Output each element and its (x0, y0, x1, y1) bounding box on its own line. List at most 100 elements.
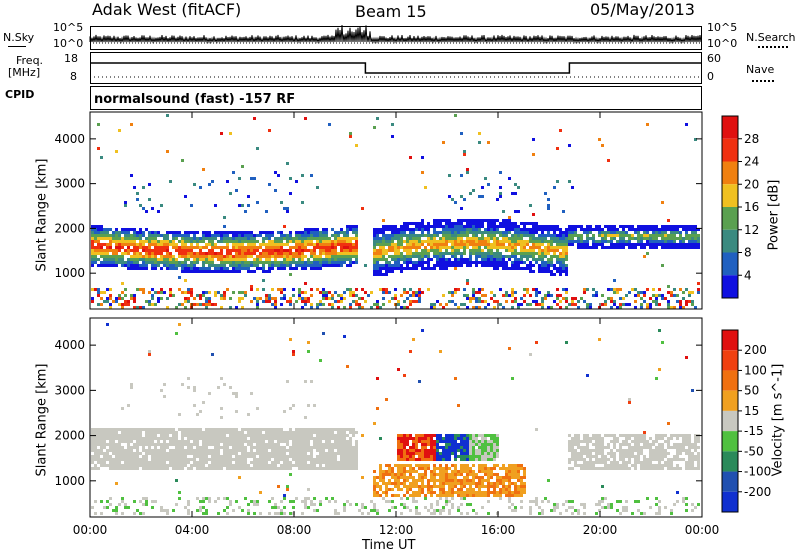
power-cell (298, 249, 301, 252)
power-cell (160, 258, 163, 261)
power-cell (547, 234, 550, 237)
velocity-cell (130, 386, 133, 389)
power-cell (100, 249, 103, 252)
velocity-cell (490, 485, 493, 488)
velocity-cell (457, 482, 460, 485)
velocity-cell (175, 467, 178, 470)
velocity-cell (193, 431, 196, 434)
power-cell (211, 264, 214, 267)
power-cell (388, 228, 391, 231)
power-cell (532, 240, 535, 243)
velocity-cell (259, 440, 262, 443)
velocity-cell (301, 452, 304, 455)
power-cell (613, 243, 616, 246)
velocity-cell (274, 431, 277, 434)
power-cell (457, 234, 460, 237)
velocity-cell (109, 467, 112, 470)
power-cell (283, 249, 286, 252)
power-cell (571, 186, 574, 189)
velocity-cell (259, 428, 262, 431)
power-cell (133, 255, 136, 258)
power-cell (514, 258, 517, 261)
velocity-cell (109, 497, 112, 500)
velocity-cell (211, 428, 214, 431)
power-cell (499, 255, 502, 258)
power-cell (514, 297, 517, 300)
velocity-cell (406, 470, 409, 473)
power-cell (136, 288, 139, 291)
power-cell (328, 261, 331, 264)
velocity-cell (412, 338, 415, 341)
power-cell (418, 225, 421, 228)
velocity-cell (475, 452, 478, 455)
power-cell (319, 264, 322, 267)
velocity-cell (409, 350, 412, 353)
power-cell (484, 237, 487, 240)
power-cell (178, 261, 181, 264)
velocity-cell (385, 485, 388, 488)
power-cell (304, 291, 307, 294)
velocity-cell (412, 455, 415, 458)
power-cell (304, 228, 307, 231)
power-cell (112, 249, 115, 252)
velocity-cell (331, 464, 334, 467)
velocity-cell (235, 440, 238, 443)
velocity-cell (283, 467, 286, 470)
velocity-cell (454, 377, 457, 380)
power-cell (301, 261, 304, 264)
velocity-cell (145, 449, 148, 452)
velocity-cell (379, 464, 382, 467)
power-cell (274, 255, 277, 258)
power-cell (643, 237, 646, 240)
power-cell (442, 261, 445, 264)
power-cell (394, 288, 397, 291)
power-cell (517, 225, 520, 228)
power-cell (643, 228, 646, 231)
velocity-cell (172, 509, 175, 512)
velocity-cell (181, 449, 184, 452)
power-cell (253, 264, 256, 267)
velocity-cell (313, 503, 316, 506)
power-cell (187, 297, 190, 300)
velocity-cell (229, 455, 232, 458)
velocity-cell (184, 428, 187, 431)
velocity-cell (277, 443, 280, 446)
power-cell (151, 258, 154, 261)
power-cell (475, 255, 478, 258)
velocity-cell (157, 437, 160, 440)
power-cell (160, 246, 163, 249)
power-cell (289, 258, 292, 261)
velocity-cell (178, 497, 181, 500)
power-cell (148, 198, 151, 201)
power-cell (328, 258, 331, 261)
power-cell (571, 303, 574, 306)
power-cell (673, 240, 676, 243)
power-cell (385, 228, 388, 231)
power-cell (100, 303, 103, 306)
velocity-cell (97, 440, 100, 443)
velocity-cell (214, 467, 217, 470)
power-cell (133, 243, 136, 246)
velocity-cell (103, 428, 106, 431)
power-cell (622, 237, 625, 240)
power-cell (586, 237, 589, 240)
power-cell (166, 252, 169, 255)
power-cell (154, 264, 157, 267)
power-cell (424, 225, 427, 228)
power-cell (196, 255, 199, 258)
power-cell (556, 255, 559, 258)
power-cell (214, 243, 217, 246)
power-cell (571, 228, 574, 231)
velocity-cell (406, 440, 409, 443)
power-cell (616, 231, 619, 234)
power-cell (544, 264, 547, 267)
power-cell (121, 306, 124, 309)
power-cell (526, 258, 529, 261)
power-cell (295, 246, 298, 249)
power-cell (157, 249, 160, 252)
velocity-cell (166, 509, 169, 512)
power-cell (622, 303, 625, 306)
power-cell (511, 192, 514, 195)
velocity-cell (355, 431, 358, 434)
power-cell (235, 258, 238, 261)
